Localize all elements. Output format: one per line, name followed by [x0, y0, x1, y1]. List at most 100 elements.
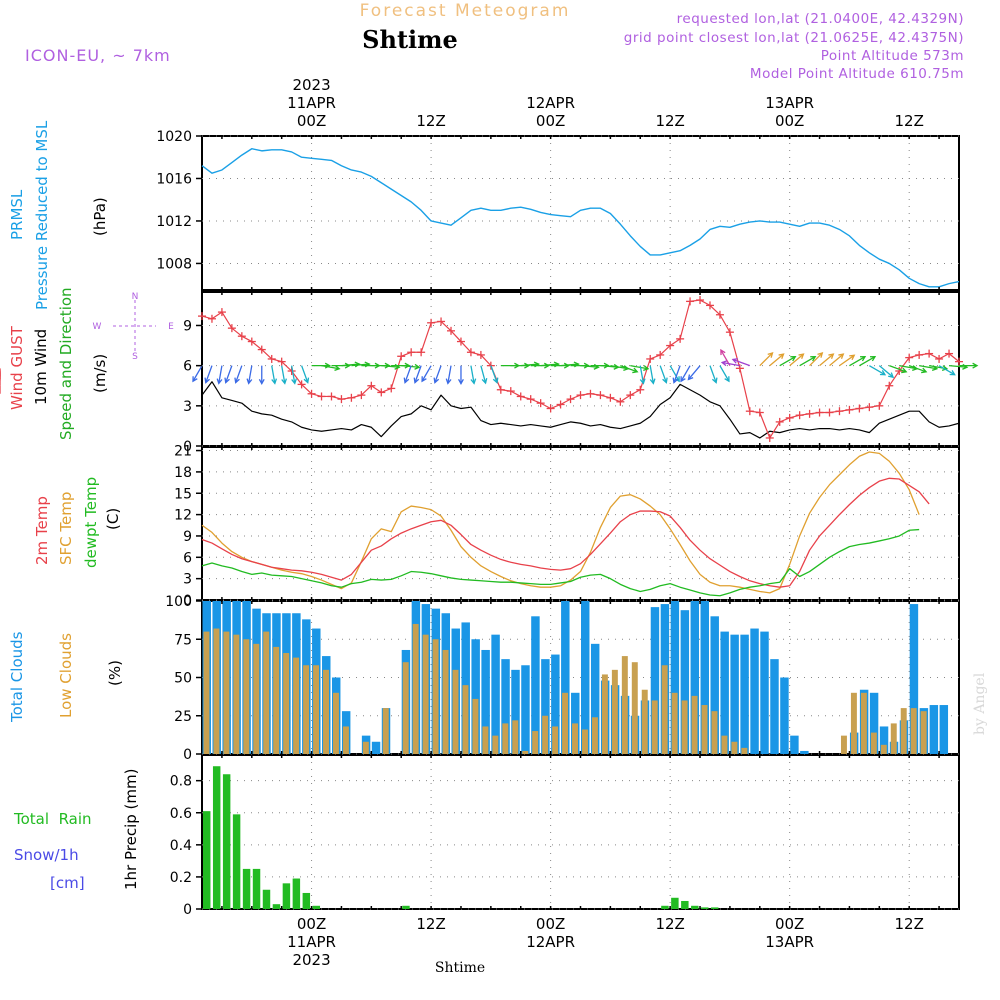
model-altitude: Model Point Altitude 610.75m: [750, 66, 964, 82]
wind-arrow-shaft: [540, 363, 559, 367]
wind-arrow: [720, 360, 740, 367]
total-cloud-bar: [770, 659, 779, 754]
wind-arrow-shaft: [809, 352, 823, 367]
wind-arrow-shaft: [948, 365, 968, 368]
wind-arrow-head: [246, 378, 253, 385]
temp-sfc-label: SFC Temp: [57, 492, 75, 565]
wind-arrow-shaft: [819, 353, 834, 367]
wind-arrow-shaft: [779, 356, 796, 367]
wind-arrow-shaft: [769, 353, 784, 367]
low-cloud-bar: [611, 669, 618, 754]
time-label-bottom: 2023: [292, 951, 330, 969]
wind-arrow-shaft: [470, 365, 475, 384]
dewpoint-line: [201, 528, 920, 597]
wind-arrow-shaft: [341, 363, 360, 367]
time-label-bottom: 12APR: [526, 933, 575, 951]
grid-layer: [202, 135, 959, 910]
total-cloud-bar: [471, 639, 480, 754]
wind-ytick-label: 6: [183, 359, 192, 375]
wind-arrow-shaft: [520, 363, 539, 367]
total-cloud-bar: [760, 631, 769, 754]
location-title: Shtime: [362, 25, 458, 54]
wind-arrow: [258, 365, 265, 386]
temp-ytick-label: 9: [183, 529, 192, 545]
wind-arrow-head: [672, 377, 679, 384]
wind-arrow-shaft: [869, 365, 886, 376]
wind-arrow-head: [403, 377, 410, 384]
wind-arrow-head: [224, 377, 230, 384]
compass-e: E: [168, 322, 174, 332]
compass-n: N: [132, 292, 139, 302]
wind-arrow-shaft: [919, 365, 937, 370]
wind-arrow-head: [354, 361, 361, 368]
banner-title: Forecast Meteogram: [360, 1, 571, 21]
temp-ytick-label: 15: [174, 486, 192, 502]
low-cloud-bar: [532, 731, 539, 754]
wind-arrow-head: [470, 378, 477, 385]
low-cloud-bar: [591, 717, 598, 754]
wind-arrows-layer: [192, 348, 979, 386]
wind-arrow-shaft: [447, 365, 452, 384]
wind-arrow-shaft: [271, 365, 276, 384]
low-cloud-bar: [502, 723, 509, 754]
wind-arrow-shaft: [659, 365, 667, 383]
total-cloud-bar: [690, 601, 700, 754]
low-cloud-bar: [452, 669, 459, 754]
precip-ytick-label: 0.6: [170, 806, 192, 822]
pressure-label-unit: (hPa): [91, 197, 109, 236]
wind-arrow-shaft: [829, 353, 844, 367]
low-cloud-bar: [492, 735, 499, 754]
wind-arrow-shaft: [687, 365, 701, 380]
wind-dir-label: Speed and Direction: [57, 287, 75, 440]
low-cloud-bar: [890, 723, 897, 754]
total-cloud-bar: [670, 601, 680, 754]
total-cloud-bar: [780, 677, 789, 754]
wind-arrow-head: [649, 378, 656, 385]
wind-arrow-shaft: [404, 365, 412, 383]
wind-arrow: [311, 362, 331, 369]
precip-ytick-label: 0: [183, 902, 192, 918]
low-cloud-bar: [263, 631, 270, 754]
low-cloud-bar: [601, 674, 608, 754]
wind-arrow: [224, 365, 233, 384]
wind-arrow: [687, 365, 701, 381]
wind-arrow-shaft: [291, 365, 296, 384]
wind-arrow-head: [632, 367, 639, 374]
wind-unit-label: (m/s): [91, 354, 109, 393]
snow-unit-label: [cm]: [50, 874, 85, 892]
wind-arrow-head: [492, 377, 499, 384]
wind-arrow-shaft: [300, 365, 309, 383]
pressure-ytick-label: 1008: [156, 256, 192, 272]
point-altitude: Point Altitude 573m: [821, 48, 964, 64]
wind-arrow-head: [888, 372, 895, 379]
rain-bar: [671, 897, 679, 909]
low-cloud-bar: [462, 685, 469, 754]
temp-dew-label: dewpt Temp: [82, 477, 100, 568]
wind-arrow-head: [767, 351, 774, 358]
wind-arrow-shaft: [381, 365, 400, 368]
low-cloud-bar: [701, 705, 708, 754]
snow-label: Snow/1h: [14, 846, 79, 864]
low-cloud-bar: [522, 750, 529, 754]
total-cloud-bar: [909, 604, 919, 754]
compass-s: S: [132, 352, 138, 362]
low-cloud-bar: [582, 729, 588, 754]
rain-bar: [402, 905, 410, 909]
wind-arrow: [908, 365, 928, 374]
wind-arrow-head: [433, 377, 440, 384]
wind-arrow-head: [724, 376, 730, 383]
low-cloud-bar: [671, 692, 678, 754]
low-cloud-bar: [850, 692, 857, 754]
total-cloud-bar: [750, 628, 759, 754]
total-cloud-bar: [511, 669, 520, 754]
wind-arrow: [889, 365, 908, 374]
low-cloud-bar: [691, 695, 698, 754]
temp-ytick-label: 3: [183, 572, 192, 588]
low-cloud-bar: [313, 665, 320, 754]
wind-arrow-head: [778, 353, 785, 359]
low-cloud-bar: [253, 643, 260, 754]
wind-arrow-head: [421, 376, 427, 383]
wind-arrow-shaft: [722, 361, 740, 367]
wind-arrow: [630, 365, 650, 371]
